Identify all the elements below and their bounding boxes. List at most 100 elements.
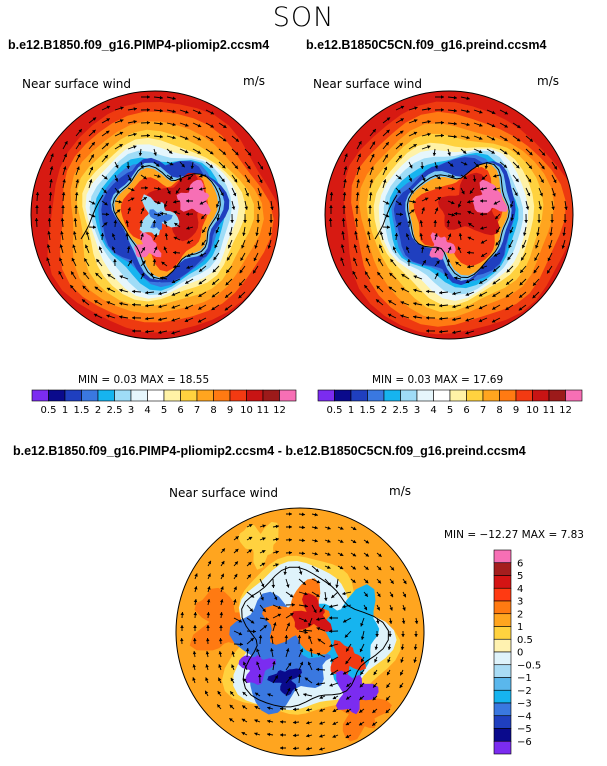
panel2-colorbar-tick-label-3: 2 xyxy=(381,405,387,416)
panel1-wind-vector-205 xyxy=(186,265,194,269)
panel1-wind-vector-216 xyxy=(119,275,129,280)
panel1-wind-vector-221 xyxy=(184,278,194,284)
panel2-colorbar-swatch-8 xyxy=(449,389,467,402)
panel1-wind-vector-201 xyxy=(140,260,146,267)
panel2-wind-vector-40 xyxy=(408,143,417,150)
panel2-wind-vector-46 xyxy=(486,148,496,154)
panel1-wind-vector-14 xyxy=(114,119,124,124)
diff-wind-vector-171 xyxy=(345,656,352,665)
panel2-wind-vector-97 xyxy=(493,187,501,191)
panel2-colorbar-tick-label-6: 4 xyxy=(430,405,436,416)
panel2-wind-vector-159 xyxy=(341,231,345,241)
panel2-wind-vector-189 xyxy=(493,252,501,257)
diff-wind-vector-157 xyxy=(400,643,405,650)
diff-wind-vector-219 xyxy=(303,693,313,697)
diff-wind-vector-24 xyxy=(233,548,239,554)
diff-strong-negative-core xyxy=(267,668,302,696)
panel1-wind-vector-166 xyxy=(140,233,144,241)
diff-wind-vector-106 xyxy=(233,617,243,623)
diff-colorbar-swatch-7 xyxy=(493,638,512,653)
panel1-wind-vector-17 xyxy=(153,121,163,126)
panel2-wind-vector-127 xyxy=(408,209,415,215)
panel2-wind-vector-188 xyxy=(480,252,488,258)
panel2-wind-vector-213 xyxy=(376,271,384,280)
panel1-wind-vector-249 xyxy=(197,304,207,310)
panel1-wind-vector-70 xyxy=(75,166,80,176)
panel2-wind-vector-254 xyxy=(413,315,423,319)
panel2-case-title: b.e12.B1850C5CN.f09_g16.preind.ccsm4 xyxy=(306,38,547,52)
panel1-wind-vector-160 xyxy=(60,231,64,241)
panel2-wind-vector-66 xyxy=(538,161,545,170)
panel2-wind-vector-76 xyxy=(447,174,455,178)
panel1-wind-vector-72 xyxy=(101,174,108,180)
panel2-wind-vector-8 xyxy=(460,109,470,114)
panel2-wind-vector-208 xyxy=(519,265,527,274)
panel1-wind-vector-54 xyxy=(88,154,95,163)
diff-wind-vector-235 xyxy=(332,708,339,713)
panel2-wind-vector-90 xyxy=(408,187,414,194)
panel2-wind-vector-147 xyxy=(419,220,423,228)
panel2-wind-vector-182 xyxy=(405,246,410,254)
diff-wind-vector-166 xyxy=(285,648,290,658)
panel1-wind-vector-28 xyxy=(140,133,151,138)
panel2-wind-vector-175 xyxy=(548,239,553,249)
diff-wind-vector-193 xyxy=(399,669,404,676)
diff-wind-vector-183 xyxy=(272,661,276,671)
diff-wind-vector-254 xyxy=(267,732,274,737)
diff-wind-vector-201 xyxy=(285,675,293,684)
panel1-wind-vector-256 xyxy=(145,316,155,321)
diff-wind-vector-224 xyxy=(372,695,378,701)
panel1-wind-vector-260 xyxy=(197,317,207,323)
panel2-wind-vector-60 xyxy=(460,161,468,166)
panel1-wind-vector-35 xyxy=(231,135,240,143)
diff-wind-vector-134 xyxy=(344,630,352,638)
panel2-wind-vector-28 xyxy=(434,133,445,138)
panel2-wind-vector-103 xyxy=(342,191,347,202)
panel1-colorbar-tick-label-0: 0.5 xyxy=(41,405,57,416)
diff-wind-vector-231 xyxy=(279,707,287,711)
diff-wind-vector-99 xyxy=(376,604,381,611)
diff-wind-vector-242 xyxy=(254,719,261,723)
panel2-wind-vector-87 xyxy=(369,179,374,189)
diff-wind-vector-203 xyxy=(304,677,313,684)
diff-wind-vector-143 xyxy=(218,637,223,645)
panel1-wind-vector-120 xyxy=(270,200,274,210)
diff-wind-vector-39 xyxy=(246,561,252,567)
panel1-wind-vector-39 xyxy=(101,142,110,150)
panel1-wind-vector-75 xyxy=(140,174,147,180)
diff-wind-vector-246 xyxy=(306,721,313,725)
panel2-wind-vector-78 xyxy=(472,174,477,182)
diff-wind-vector-158 xyxy=(413,643,418,650)
panel2-colorbar-swatch-15 xyxy=(565,389,583,402)
diff-variable-label: Near surface wind xyxy=(169,486,278,500)
panel1-wind-vector-127 xyxy=(114,209,121,215)
panel2-wind-vector-23 xyxy=(369,128,377,137)
diff-wind-vector-195 xyxy=(205,677,209,684)
panel1-wind-vector-245 xyxy=(145,303,155,308)
diff-wind-vector-260 xyxy=(345,734,352,739)
panel1-wind-vector-44 xyxy=(166,148,173,154)
panel1-wind-vector-180 xyxy=(85,244,90,254)
panel2-wind-vector-94 xyxy=(460,187,465,195)
panel1-wind-vector-123 xyxy=(61,204,65,215)
panel2-wind-vector-205 xyxy=(480,265,488,269)
panel2-wind-vector-217 xyxy=(434,272,439,280)
panel2-wind-vector-56 xyxy=(408,161,413,169)
diff-wind-vector-41 xyxy=(272,563,279,567)
panel2-wind-vector-134 xyxy=(494,213,501,220)
panel1-wind-vector-228 xyxy=(94,286,103,293)
panel1-wind-vector-93 xyxy=(153,186,161,191)
diff-wind-vector-177 xyxy=(192,664,196,671)
diff-wind-vector-104 xyxy=(206,611,211,619)
diff-wind-vector-81 xyxy=(363,591,369,597)
panel1-colorbar-swatch-6 xyxy=(130,389,148,402)
panel2-wind-vector-144 xyxy=(382,225,391,229)
diff-colorbar: 6 5 4 32 1 0.5 0−0.5 −1 −2 −3−4 −5 −6 xyxy=(493,549,541,755)
panel1-colorbar-tick-label-10: 8 xyxy=(210,405,216,416)
panel2-wind-vector-33 xyxy=(499,135,508,142)
panel2-wind-vector-98 xyxy=(512,187,518,197)
diff-wind-vector-212 xyxy=(217,690,222,697)
panel1-wind-vector-236 xyxy=(198,291,207,298)
panel2-wind-vector-137 xyxy=(537,213,541,224)
panel2-wind-vector-30 xyxy=(460,135,470,140)
